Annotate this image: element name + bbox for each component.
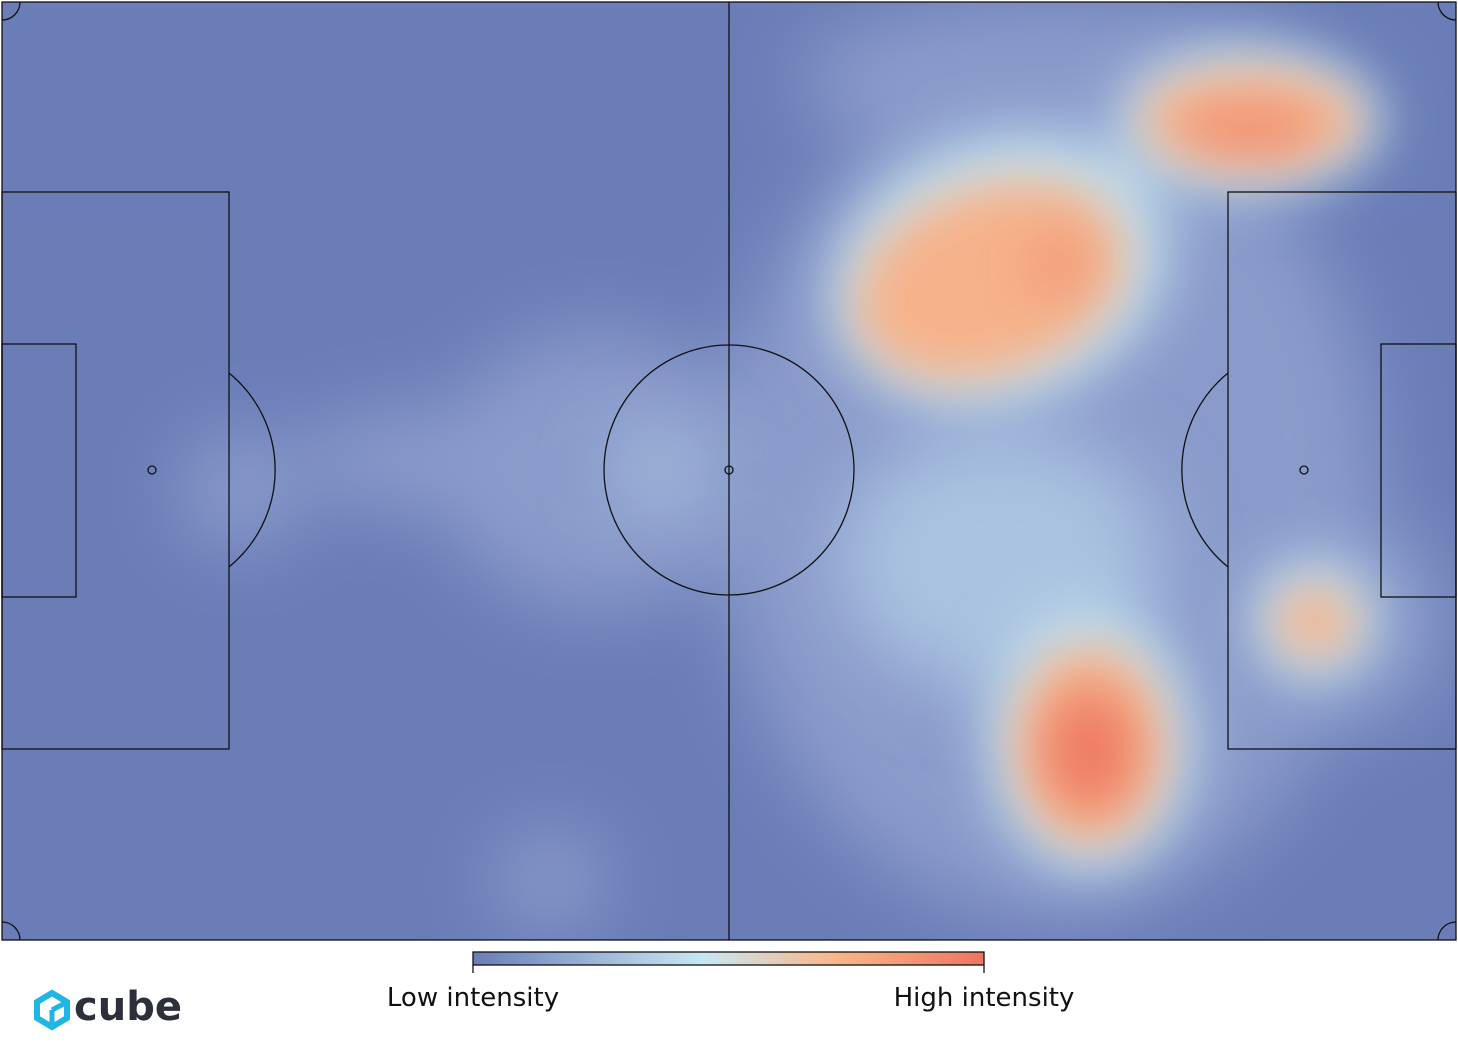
pitch-lines bbox=[1, 1, 1457, 941]
low-label: Low intensity bbox=[387, 983, 559, 1013]
high-label: High intensity bbox=[894, 983, 1075, 1013]
logo-text: cube bbox=[74, 984, 182, 1030]
logo: cube bbox=[34, 984, 182, 1031]
colorbar: Low intensity High intensity bbox=[387, 951, 1075, 1013]
